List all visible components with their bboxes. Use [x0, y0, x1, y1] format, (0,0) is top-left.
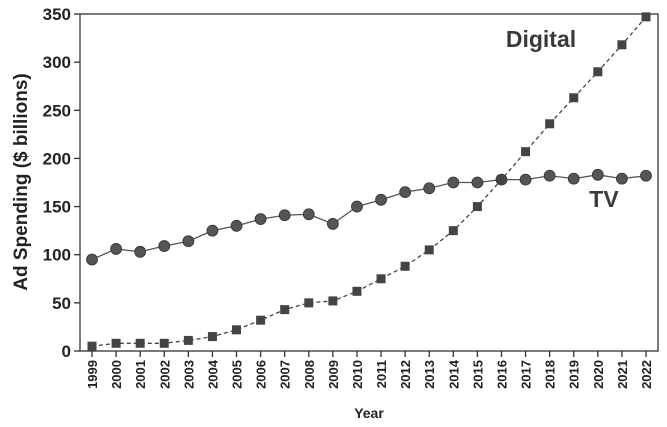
digital-data-point [424, 245, 434, 255]
series-line-digital [91, 16, 647, 347]
digital-data-point [617, 40, 627, 50]
x-tick-label: 2003 [181, 360, 196, 389]
series-lines [91, 16, 647, 347]
tv-data-point [447, 176, 460, 189]
y-tick-label: 100 [43, 246, 71, 265]
x-tick-label: 2006 [254, 360, 269, 389]
x-tick-label: 2010 [350, 360, 365, 389]
digital-data-point [256, 315, 266, 325]
tv-data-point [302, 208, 315, 221]
series-label-digital: Digital [506, 26, 576, 52]
x-tick-label: 1999 [85, 360, 100, 389]
tv-data-point [326, 218, 339, 230]
y-tick-label: 150 [43, 198, 71, 217]
x-tick-label: 2018 [543, 360, 558, 389]
tv-data-point [519, 173, 532, 186]
tv-data-point [158, 240, 171, 252]
digital-data-point [521, 147, 531, 157]
tv-data-point [399, 186, 412, 199]
x-axis: 1999 2000 2001 2002 2003 2004 2005 2006 2007 2008… [85, 351, 654, 389]
digital-data-point [159, 338, 169, 348]
tv-data-point [182, 235, 195, 248]
tv-data-point [543, 169, 556, 182]
tv-data-point [471, 176, 484, 189]
digital-data-point [280, 305, 290, 315]
x-tick-label: 2011 [374, 360, 389, 388]
x-tick-label: 2020 [591, 360, 606, 389]
tv-data-point [86, 253, 98, 266]
y-tick-label: 50 [52, 294, 71, 313]
digital-data-point [496, 175, 506, 185]
tv-data-point [616, 172, 628, 185]
y-tick-label: 350 [43, 5, 71, 24]
y-tick-label: 300 [43, 53, 71, 72]
digital-data-point [352, 286, 362, 296]
tv-data-point [567, 172, 580, 185]
tv-data-point [640, 169, 652, 182]
tv-data-point [278, 209, 291, 222]
digital-data-point [641, 12, 651, 22]
digital-data-point [545, 119, 555, 129]
series-line-tv [91, 174, 647, 261]
tv-data-point [134, 245, 147, 258]
digital-data-point [135, 338, 145, 348]
digital-data-point [87, 341, 97, 351]
series-labels: TV Digital [506, 26, 619, 212]
x-tick-label: 2002 [157, 360, 172, 389]
y-axis: 0 50 100 150 200 250 300 350 [43, 5, 80, 361]
x-tick-label: 2012 [398, 360, 413, 389]
digital-data-point [232, 325, 242, 335]
y-tick-label: 0 [62, 342, 71, 361]
tv-data-point [375, 193, 387, 206]
x-tick-label: 2014 [446, 359, 461, 389]
digital-data-point [183, 335, 193, 345]
x-tick-label: 2016 [494, 360, 509, 389]
series-markers [86, 12, 652, 351]
tv-data-point [423, 182, 436, 195]
tv-data-point [110, 243, 122, 255]
x-tick-label: 2007 [278, 360, 293, 389]
digital-data-point [376, 274, 386, 284]
x-tick-label: 2022 [639, 360, 654, 389]
x-axis-title: Year [354, 405, 384, 421]
digital-data-point [448, 226, 458, 236]
y-axis-title: Ad Spending ($ billions) [11, 73, 32, 290]
digital-data-point [304, 298, 314, 308]
x-tick-label: 2000 [109, 360, 124, 389]
x-tick-label: 2017 [519, 360, 534, 389]
y-tick-label: 250 [43, 101, 71, 120]
digital-data-point [111, 338, 121, 348]
tv-data-point [254, 213, 267, 225]
digital-data-point [207, 332, 217, 342]
digital-data-point [400, 261, 410, 271]
tv-data-point [351, 200, 363, 213]
x-tick-label: 2009 [326, 360, 341, 389]
digital-data-point [328, 296, 338, 306]
plot-frame [79, 13, 659, 352]
x-tick-label: 2001 [133, 360, 148, 389]
series-label-tv: TV [589, 186, 619, 212]
tv-data-point [206, 224, 219, 237]
x-tick-label: 2008 [302, 360, 317, 389]
digital-data-point [593, 67, 603, 77]
x-tick-label: 2005 [230, 360, 245, 389]
x-tick-label: 2019 [567, 360, 582, 389]
x-tick-label: 2015 [470, 360, 485, 389]
digital-data-point [472, 202, 482, 212]
tv-data-point [591, 168, 604, 181]
x-tick-label: 2021 [615, 360, 630, 389]
digital-data-point [569, 93, 579, 103]
x-tick-label: 2013 [422, 360, 437, 389]
x-tick-label: 2004 [205, 359, 220, 389]
y-tick-label: 200 [43, 149, 71, 168]
tv-data-point [230, 219, 243, 232]
